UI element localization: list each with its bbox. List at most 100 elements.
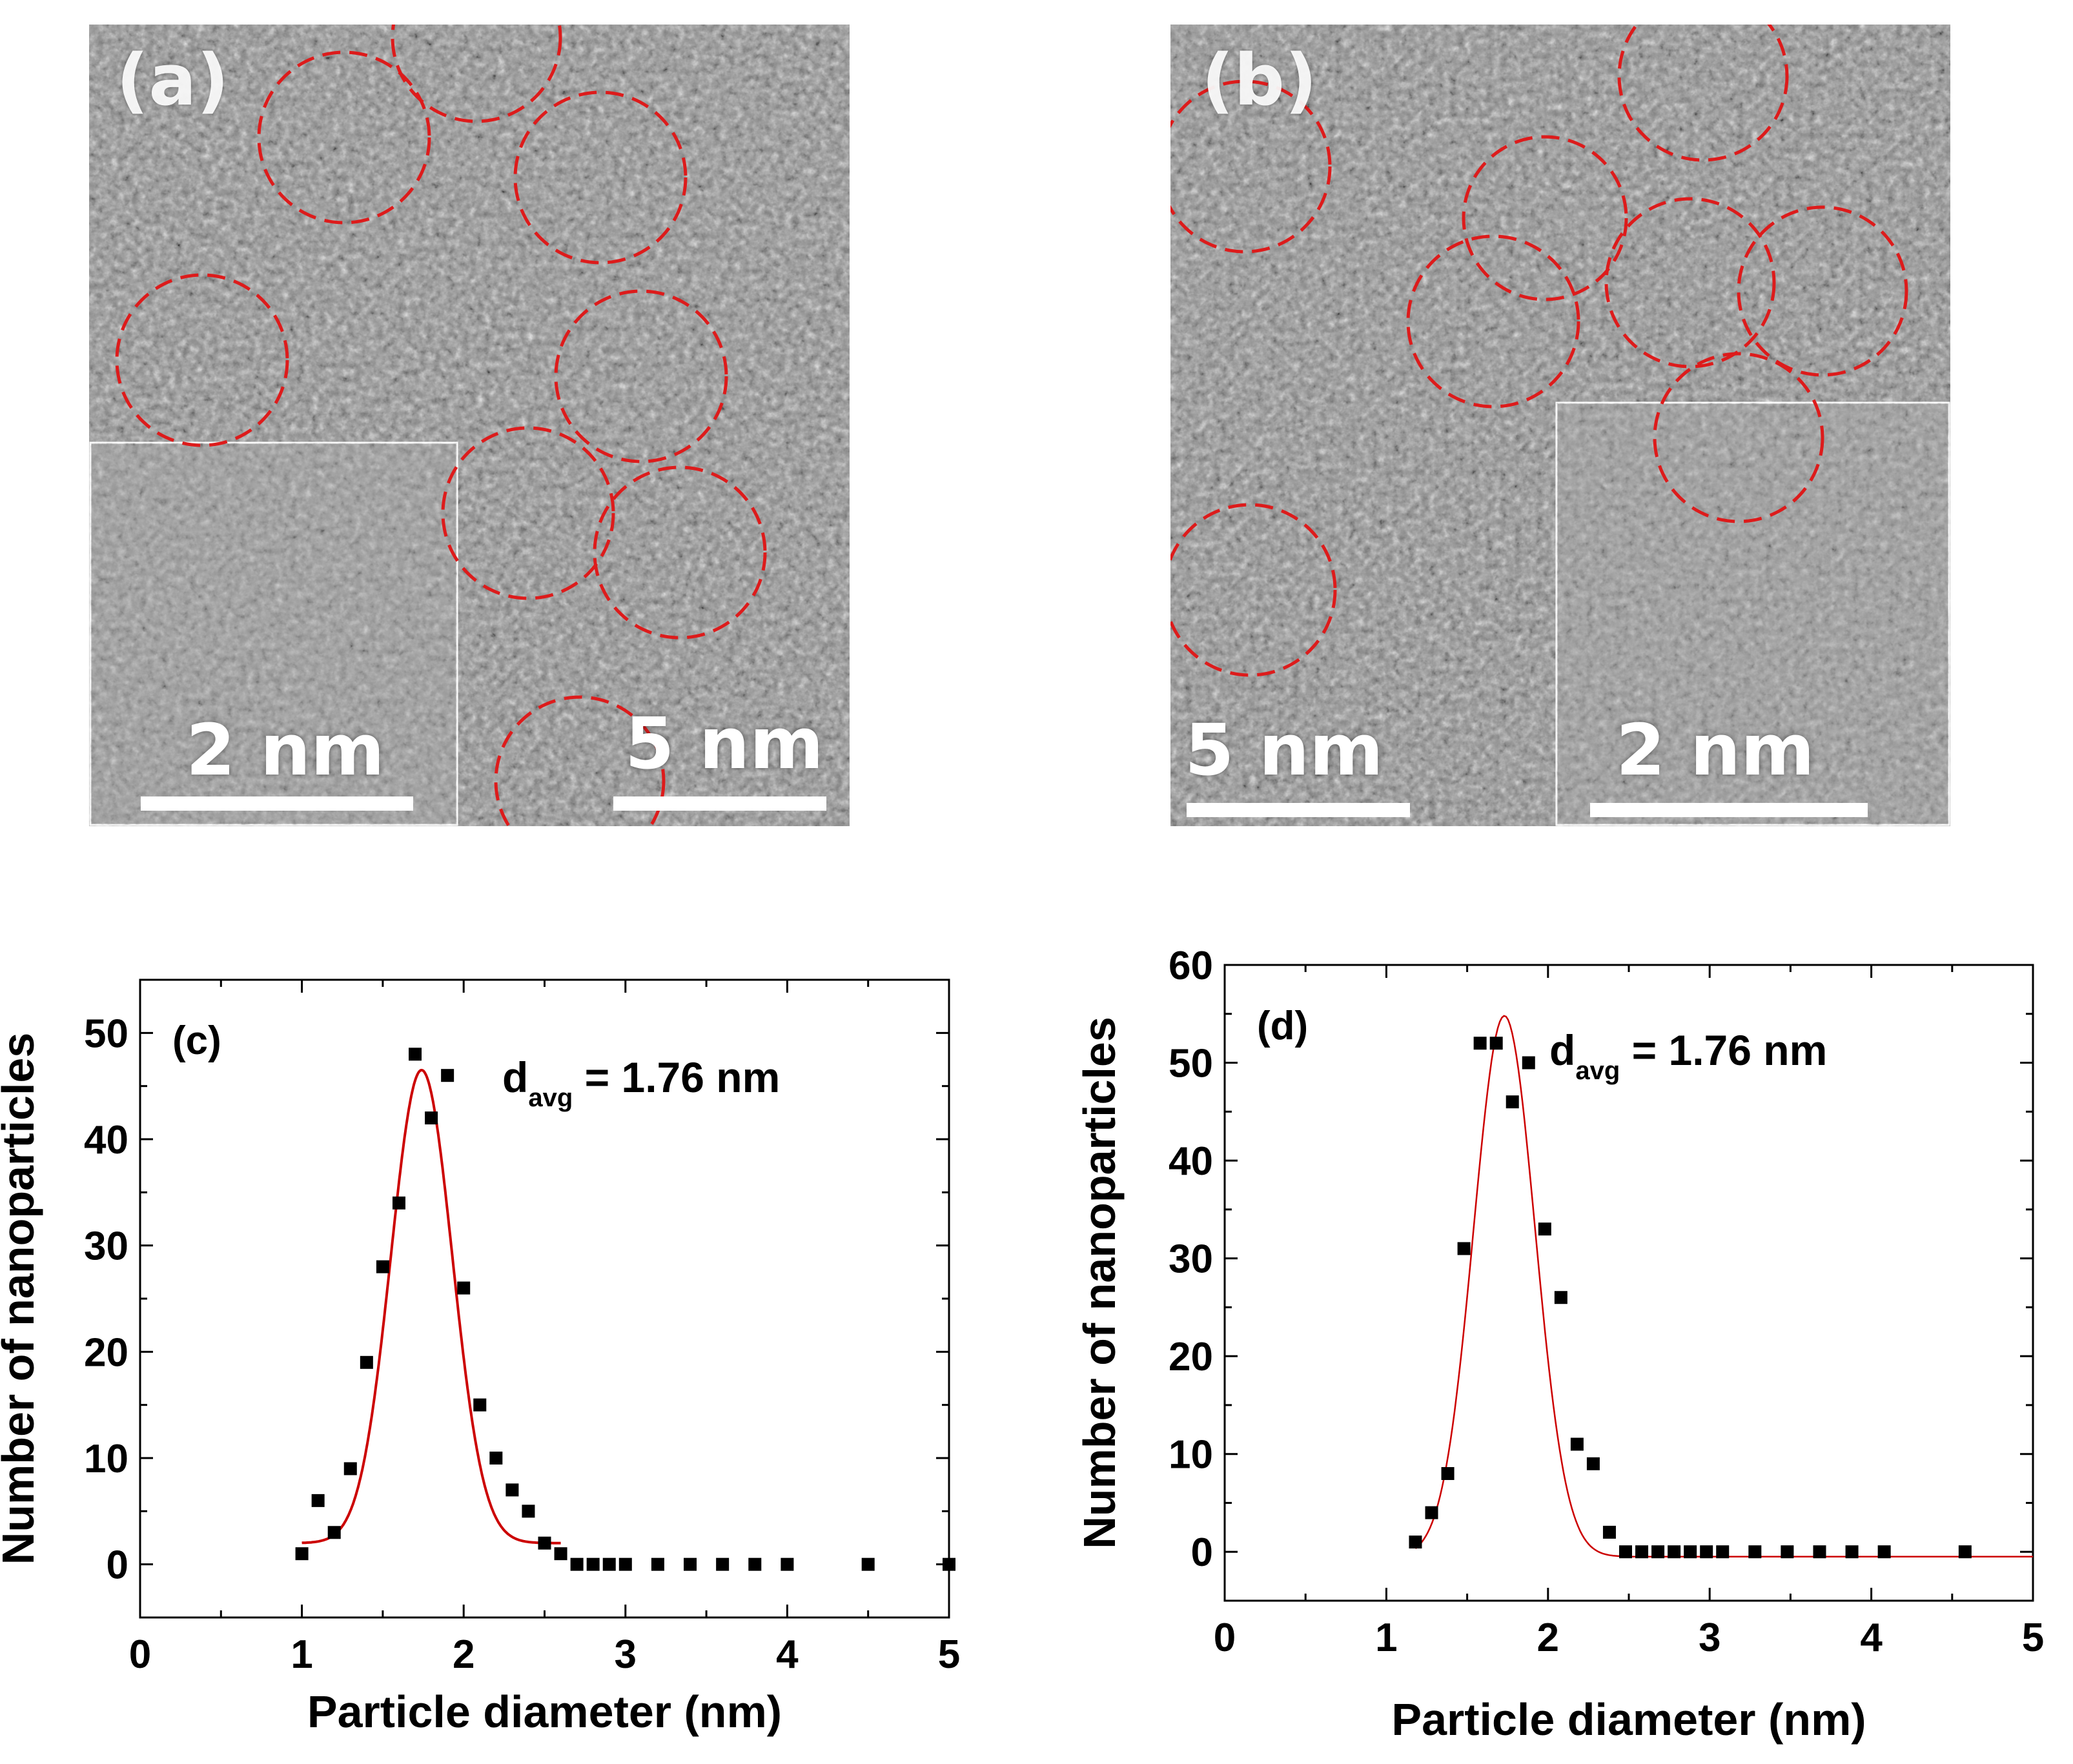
data-point (1845, 1545, 1859, 1559)
data-point (538, 1536, 551, 1550)
micrograph-a: (a) 2 nm 5 nm (89, 25, 850, 826)
data-point (861, 1557, 875, 1571)
data-point (1813, 1545, 1826, 1559)
data-point (1473, 1037, 1487, 1050)
data-point (716, 1557, 730, 1571)
data-point (1602, 1525, 1616, 1539)
x-tick-label: 3 (615, 1632, 637, 1677)
data-point (360, 1355, 373, 1369)
data-point (409, 1048, 422, 1061)
davg-subscript: avg (528, 1084, 573, 1112)
y-axis-label: Number of nanoparticles (0, 1033, 43, 1565)
panel-label-b: (b) (1201, 39, 1318, 121)
y-tick-label: 20 (84, 1330, 128, 1375)
data-point (1748, 1545, 1762, 1559)
particle-circle (593, 465, 767, 640)
data-point (376, 1260, 389, 1273)
particle-circle (115, 273, 289, 447)
data-point (522, 1505, 535, 1518)
data-point (684, 1557, 697, 1571)
data-point (1409, 1536, 1422, 1549)
particle-circle (1406, 234, 1580, 409)
x-tick-label: 4 (1860, 1616, 1883, 1660)
data-point (1651, 1545, 1665, 1559)
data-point (1635, 1545, 1649, 1559)
y-tick-label: 40 (84, 1118, 128, 1162)
main-scale-bar-b (1187, 803, 1410, 817)
davg-symbol: d (1549, 1026, 1575, 1074)
particle-circle (1737, 205, 1908, 377)
x-tick-label: 1 (291, 1632, 312, 1677)
particle-circle (554, 289, 728, 463)
inset-scale-text-a: 2 nm (186, 709, 385, 791)
particle-circle (1170, 503, 1337, 677)
data-point (1877, 1545, 1891, 1559)
x-axis-label: Particle diameter (nm) (307, 1687, 782, 1737)
data-point (781, 1557, 794, 1571)
y-tick-label: 20 (1169, 1335, 1213, 1379)
x-axis-label: Particle diameter (nm) (1391, 1694, 1866, 1745)
x-tick-label: 5 (938, 1632, 960, 1677)
data-point (295, 1547, 309, 1561)
plot-frame (139, 978, 950, 1619)
davg-symbol: d (502, 1053, 528, 1101)
y-tick-label: 10 (84, 1437, 128, 1481)
particle-circle (1617, 25, 1789, 162)
data-point (1554, 1291, 1568, 1304)
y-tick-label: 10 (1169, 1433, 1213, 1477)
particle-circle (257, 50, 431, 225)
data-point (505, 1483, 519, 1497)
data-point (748, 1557, 762, 1571)
inset-b (1555, 401, 1950, 826)
davg-annotation: davg = 1.76 nm (1549, 1026, 1827, 1085)
particle-circle (513, 90, 688, 265)
x-tick-label: 0 (129, 1632, 151, 1677)
data-point (1522, 1056, 1535, 1070)
data-point (1668, 1545, 1681, 1559)
data-point (570, 1557, 584, 1571)
micrograph-a-texture (89, 25, 850, 826)
particle-circle (1653, 352, 1824, 523)
x-tick-label: 3 (1699, 1616, 1721, 1660)
micrograph-b: (b) 5 nm 2 nm (1170, 25, 1950, 826)
data-point (1538, 1222, 1551, 1236)
x-tick-label: 5 (2022, 1616, 2044, 1660)
data-point (651, 1557, 664, 1571)
y-tick-label: 50 (1169, 1042, 1213, 1086)
data-point (554, 1547, 567, 1561)
data-point (489, 1452, 503, 1465)
y-tick-label: 60 (1169, 944, 1213, 988)
data-point (1489, 1037, 1503, 1050)
y-tick-label: 30 (84, 1224, 128, 1269)
data-point (441, 1069, 454, 1082)
data-point (602, 1557, 616, 1571)
davg-value: = 1.76 nm (573, 1053, 780, 1101)
x-tick-label: 0 (1214, 1616, 1236, 1660)
x-tick-label: 2 (453, 1632, 475, 1677)
y-tick-label: 0 (107, 1543, 128, 1588)
data-point (1457, 1242, 1471, 1255)
particle-circle (441, 426, 615, 600)
data-point (1506, 1095, 1519, 1109)
particle-circle (391, 25, 562, 123)
panel-label-a: (a) (116, 39, 229, 121)
y-tick-label: 40 (1169, 1139, 1213, 1184)
particle-circle (1170, 79, 1332, 254)
y-axis-label: Number of nanoparticles (1074, 1017, 1125, 1549)
y-tick-label: 0 (1191, 1530, 1213, 1575)
inset-scale-bar-b (1590, 803, 1868, 817)
data-point (1425, 1506, 1438, 1519)
data-point (311, 1494, 325, 1507)
data-point (1586, 1457, 1600, 1470)
data-point (392, 1196, 405, 1210)
gaussian-fit-line (301, 1068, 561, 1545)
x-tick-label: 4 (776, 1632, 799, 1677)
data-point (943, 1557, 955, 1571)
y-tick-label: 50 (84, 1011, 128, 1056)
data-point (425, 1111, 438, 1125)
x-tick-label: 1 (1375, 1616, 1397, 1660)
panel-label: (d) (1257, 1004, 1308, 1048)
particle-circle (1604, 197, 1776, 369)
davg-value: = 1.76 nm (1620, 1026, 1827, 1074)
data-point (457, 1281, 471, 1295)
